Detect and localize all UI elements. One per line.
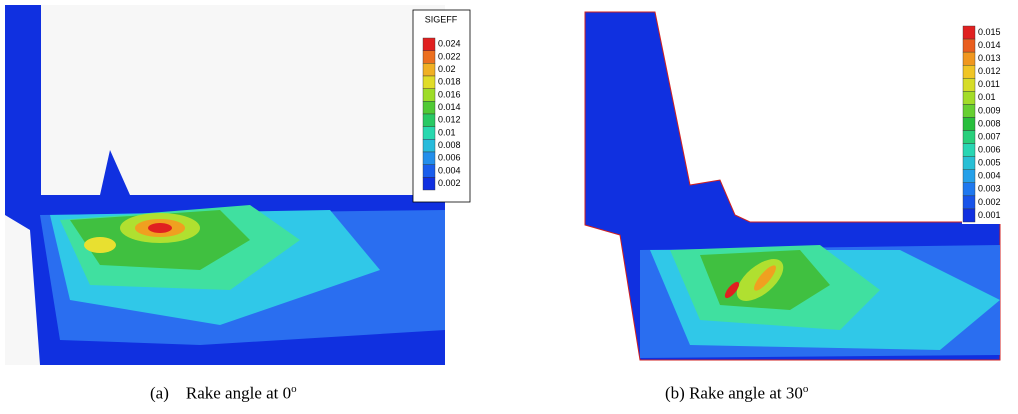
legend-label: 0.01 [438, 127, 456, 137]
panel-a-plot [5, 5, 470, 365]
panel-b-plot [585, 12, 1018, 360]
legend-label: 0.016 [438, 89, 461, 99]
legend-label: 0.024 [438, 39, 461, 49]
legend-label: 0.002 [978, 197, 1001, 207]
legend-swatch [423, 139, 435, 152]
legend-swatch [963, 117, 975, 130]
legend-label: 0.012 [438, 115, 461, 125]
legend-swatch [423, 127, 435, 140]
legend-swatch [963, 209, 975, 222]
legend-label: 0.006 [438, 153, 461, 163]
figure: SIGEFF 0.024 0.022 0.02 0.018 0.016 0.014 0.012… [0, 0, 1018, 414]
legend-swatch [423, 89, 435, 102]
legend-swatch [963, 157, 975, 170]
legend-swatch [963, 91, 975, 104]
contour-plots: SIGEFF 0.024 0.022 0.02 0.018 0.016 0.014 0.012… [0, 0, 1018, 414]
caption-sup: o [291, 383, 297, 395]
legend-swatch [423, 76, 435, 89]
legend-swatch [963, 26, 975, 39]
legend-label: 0.001 [978, 210, 1001, 220]
legend-swatch [963, 183, 975, 196]
caption-text: Rake angle at 0 [186, 384, 291, 403]
legend-label: 0.005 [978, 158, 1001, 168]
caption-b: (b) Rake angle at 30o [665, 383, 808, 404]
legend-label: 0.006 [978, 145, 1001, 155]
legend-swatch [963, 196, 975, 209]
legend-swatch [423, 38, 435, 51]
legend-swatch [963, 104, 975, 117]
legend-swatch [423, 51, 435, 64]
legend-label: 0.002 [438, 178, 461, 188]
legend-label: 0.011 [978, 79, 1000, 89]
legend-label: 0.014 [438, 102, 461, 112]
caption-a: (a) Rake angle at 0o [150, 383, 297, 404]
legend-swatch [963, 170, 975, 183]
legend-swatch [423, 101, 435, 114]
legend-label: 0.003 [978, 184, 1001, 194]
legend-label: 0.008 [978, 118, 1001, 128]
legend-swatch [963, 65, 975, 78]
caption-sup: o [803, 383, 809, 395]
legend-label: 0.007 [978, 131, 1001, 141]
legend-label: 0.022 [438, 51, 461, 61]
legend-label: 0.014 [978, 40, 1001, 50]
legend-swatch [963, 78, 975, 91]
legend-label: 0.01 [978, 92, 996, 102]
legend-label: 0.008 [438, 140, 461, 150]
legend-swatch [423, 63, 435, 76]
legend-b: 0.015 0.014 0.013 0.012 0.011 0.01 0.009 0.008 0… [963, 26, 1001, 222]
legend-title: SIGEFF [425, 14, 458, 24]
legend-swatch [963, 144, 975, 157]
caption-label: (b) [665, 384, 685, 403]
legend-swatch [963, 52, 975, 65]
caption-label: (a) [150, 384, 169, 403]
legend-swatch [423, 114, 435, 127]
legend-label: 0.004 [438, 165, 461, 175]
legend-swatch [963, 131, 975, 144]
legend-label: 0.004 [978, 171, 1001, 181]
caption-text: Rake angle at 30 [689, 384, 803, 403]
legend-label: 0.02 [438, 64, 456, 74]
legend-label: 0.018 [438, 77, 461, 87]
legend-swatch [963, 39, 975, 52]
legend-swatch [423, 177, 435, 190]
legend-label: 0.012 [978, 66, 1001, 76]
legend-label: 0.009 [978, 105, 1001, 115]
legend-label: 0.015 [978, 27, 1001, 37]
legend-swatch [423, 165, 435, 178]
legend-label: 0.013 [978, 53, 1001, 63]
legend-swatch [423, 152, 435, 165]
